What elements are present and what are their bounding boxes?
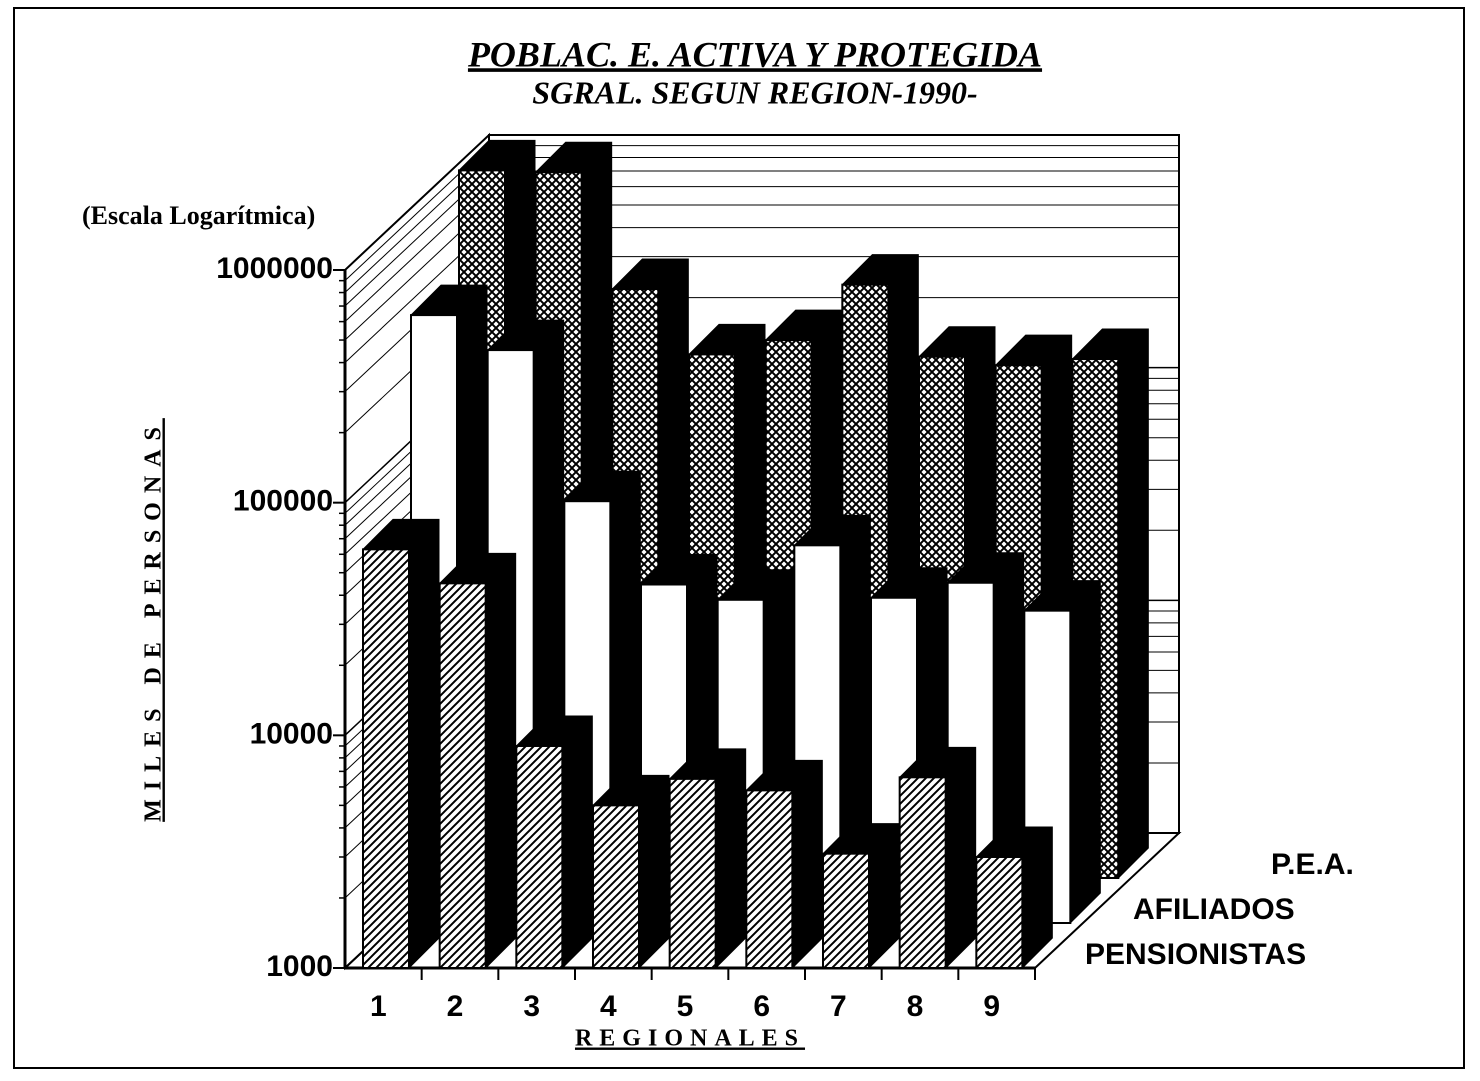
legend-label: P.E.A.	[1271, 848, 1354, 881]
bar	[515, 744, 564, 969]
y-tick-label: 1000000	[216, 252, 333, 285]
bar	[898, 776, 947, 970]
x-tick-label: 4	[600, 990, 617, 1023]
bar	[592, 804, 640, 969]
bar	[975, 855, 1024, 970]
x-tick-label: 8	[907, 990, 924, 1023]
x-tick-label: 7	[830, 990, 847, 1023]
x-axis-label: REGIONALES	[575, 1026, 805, 1052]
y-tick-label: 100000	[233, 485, 333, 518]
bar	[822, 852, 870, 969]
y-tick-label: 10000	[250, 717, 333, 750]
grid-line	[344, 134, 1179, 271]
annotation: (Escala Logarítmica)	[82, 201, 315, 230]
y-axis-label: MILES DE PERSONAS	[141, 418, 167, 822]
chart-subtitle: SGRAL. SEGUN REGION-1990-	[532, 74, 977, 110]
bar	[438, 582, 487, 969]
frame	[13, 7, 1465, 1069]
x-tick-label: 9	[983, 990, 1000, 1023]
bar	[668, 777, 717, 970]
y-tick-label: 1000	[266, 950, 333, 983]
chart-title: POBLAC. E. ACTIVA Y PROTEGIDA	[467, 34, 1042, 74]
x-tick-label: 6	[753, 990, 770, 1023]
legend-label: AFILIADOS	[1133, 893, 1295, 926]
x-tick-label: 3	[523, 990, 540, 1023]
legend-label: PENSIONISTAS	[1085, 938, 1306, 971]
bar	[745, 789, 794, 969]
bar	[362, 548, 410, 970]
x-tick-label: 5	[677, 990, 694, 1023]
x-tick-label: 2	[447, 990, 464, 1023]
x-tick-label: 1	[370, 990, 387, 1023]
